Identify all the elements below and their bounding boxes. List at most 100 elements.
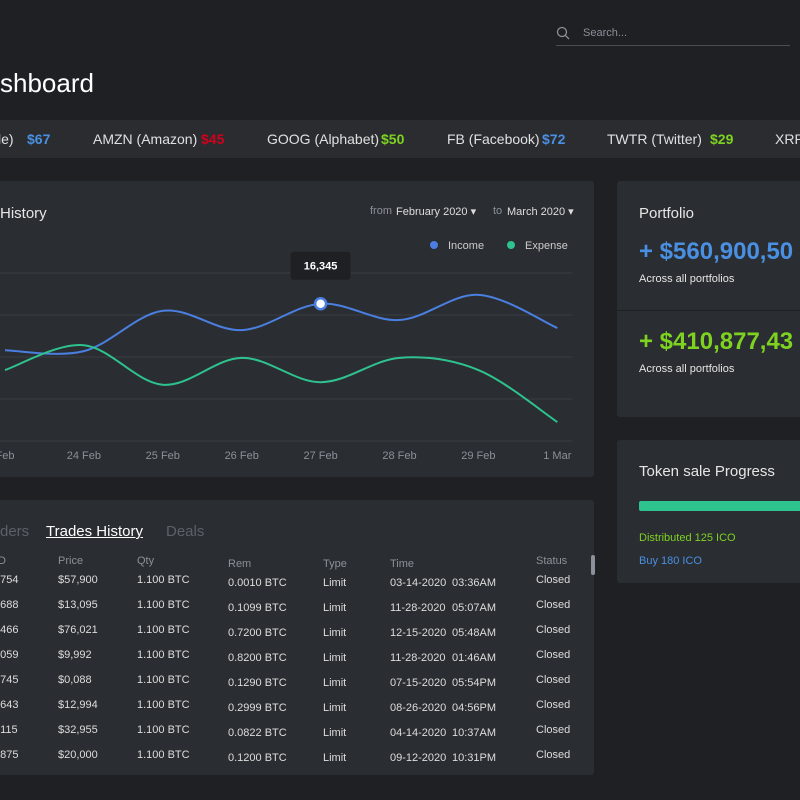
ticker-price: $72 xyxy=(542,131,566,147)
ticker-name: XRP xyxy=(775,131,800,147)
to-select[interactable]: March 2020 ▾ xyxy=(507,206,574,218)
table-cell: Limit xyxy=(323,602,347,614)
ticker-name: TWTR (Twitter) xyxy=(607,131,702,147)
portfolio-value: + $410,877,43 xyxy=(639,328,794,355)
table-cell: 0754 xyxy=(0,574,19,586)
search-icon xyxy=(556,26,570,40)
portfolio-caption: Across all portfolios xyxy=(639,363,735,375)
divider xyxy=(617,310,800,311)
table-cell: 1.100 BTC xyxy=(137,699,190,711)
table-cell: 12-15-2020 xyxy=(390,627,447,639)
x-tick-label: 26 Feb xyxy=(225,450,259,462)
tab[interactable]: ders xyxy=(0,523,30,540)
portfolio-value: + $560,900,50 xyxy=(639,238,794,265)
table-cell: 11-28-2020 xyxy=(390,602,446,614)
table-cell: $12,994 xyxy=(58,699,98,711)
table-cell: 05:07AM xyxy=(452,602,497,614)
table-cell: 1.100 BTC xyxy=(137,624,190,636)
table-cell: Closed xyxy=(536,674,571,686)
table-cell: 0.7200 BTC xyxy=(228,627,287,639)
ticker-bar: le) $67 AMZN (Amazon)$45 GOOG (Alphabet)$50… xyxy=(0,120,800,158)
legend-label: Expense xyxy=(525,240,568,252)
table-cell: Closed xyxy=(536,749,571,761)
table-cell: 7745 xyxy=(0,674,19,686)
table-cell: 05:54PM xyxy=(452,677,497,689)
table-cell: 7643 xyxy=(0,699,19,711)
x-tick-label: 24 Feb xyxy=(67,450,101,462)
table-cell: 09-12-2020 xyxy=(390,752,447,764)
table-cell: 0.8200 BTC xyxy=(228,652,287,664)
table-cell: Limit xyxy=(323,702,347,714)
table-cell: 3875 xyxy=(0,749,19,761)
table-cell: 0059 xyxy=(0,649,19,661)
x-tick-label: 25 Feb xyxy=(146,450,180,462)
table-cell: 08-26-2020 xyxy=(390,702,447,714)
table-cell: Limit xyxy=(323,627,347,639)
from-select[interactable]: February 2020 ▾ xyxy=(396,206,477,218)
ticker-name: AMZN (Amazon) xyxy=(93,131,198,147)
column-header: Qty xyxy=(137,555,155,567)
table-cell: 1.100 BTC xyxy=(137,574,190,586)
tab[interactable]: Deals xyxy=(166,523,205,540)
ticker-price: $67 xyxy=(27,131,51,147)
portfolio-caption: Across all portfolios xyxy=(639,273,735,285)
table-cell: 0.0822 BTC xyxy=(228,727,287,739)
x-tick-label: 1 Mar xyxy=(543,450,571,462)
legend-dot xyxy=(430,241,438,249)
ticker-price: $45 xyxy=(201,131,225,147)
column-header: D xyxy=(0,555,6,567)
table-cell: 1.100 BTC xyxy=(137,724,190,736)
chart-panel: History from February 2020 ▾ to March 20… xyxy=(0,181,594,477)
table-cell: Limit xyxy=(323,727,347,739)
table-cell: 01:46AM xyxy=(452,652,497,664)
table-cell: Closed xyxy=(536,699,571,711)
table-cell: 1.100 BTC xyxy=(137,674,190,686)
ticker-price: $50 xyxy=(381,131,405,147)
table-cell: 05:48AM xyxy=(452,627,497,639)
token-title: Token sale Progress xyxy=(639,463,775,480)
table-cell: Limit xyxy=(323,652,347,664)
x-tick-label: 29 Feb xyxy=(461,450,495,462)
portfolio-panel: Portfolio + $560,900,50 Across all portf… xyxy=(617,181,800,417)
tab[interactable]: Trades History xyxy=(46,523,143,540)
column-header: Rem xyxy=(228,558,252,570)
table-cell: $9,992 xyxy=(58,649,92,661)
column-header: Time xyxy=(390,558,415,570)
table-cell: 10:31PM xyxy=(452,752,497,764)
trades-panel: ders Trades History Deals D Price Qty Rem Type T… xyxy=(0,500,595,775)
progress-bar xyxy=(639,501,800,511)
table-cell: $32,955 xyxy=(58,724,98,736)
search-input[interactable]: Search... xyxy=(583,27,628,39)
table-cell: 1.100 BTC xyxy=(137,649,190,661)
table-cell: 03:36AM xyxy=(452,577,497,589)
line xyxy=(4,293,558,355)
from-value: February 2020 xyxy=(396,206,468,218)
table-cell: 9115 xyxy=(0,724,18,736)
to-label: to xyxy=(493,205,503,217)
table-cell: Limit xyxy=(323,577,347,589)
tooltip-value: 16,345 xyxy=(304,261,338,273)
scrollbar[interactable] xyxy=(591,555,595,575)
table-cell: 0.2999 BTC xyxy=(228,702,287,714)
table-cell: 03-14-2020 xyxy=(390,577,447,589)
column-header: Price xyxy=(58,555,84,567)
ticker-name: le) xyxy=(0,131,14,147)
table-cell: 07-15-2020 xyxy=(390,677,447,689)
ticker-name: FB (Facebook) xyxy=(447,131,540,147)
table-cell: Closed xyxy=(536,574,571,586)
table-cell: $57,900 xyxy=(58,574,98,586)
table-cell: 5466 xyxy=(0,624,19,636)
point-marker xyxy=(313,296,328,311)
table-cell: Closed xyxy=(536,724,571,736)
portfolio-title: Portfolio xyxy=(639,205,695,222)
x-tick-label: 28 Feb xyxy=(382,450,416,462)
ticker-price: $29 xyxy=(710,131,734,147)
table-cell: Limit xyxy=(323,677,347,689)
legend-label: Income xyxy=(448,240,484,252)
table-cell: Closed xyxy=(536,649,571,661)
column-header: Status xyxy=(536,555,568,567)
column-header: Type xyxy=(323,558,347,570)
table-cell: 0.1290 BTC xyxy=(228,677,287,689)
table-cell: 04:56PM xyxy=(452,702,497,714)
table-cell: 0.0010 BTC xyxy=(228,577,287,589)
